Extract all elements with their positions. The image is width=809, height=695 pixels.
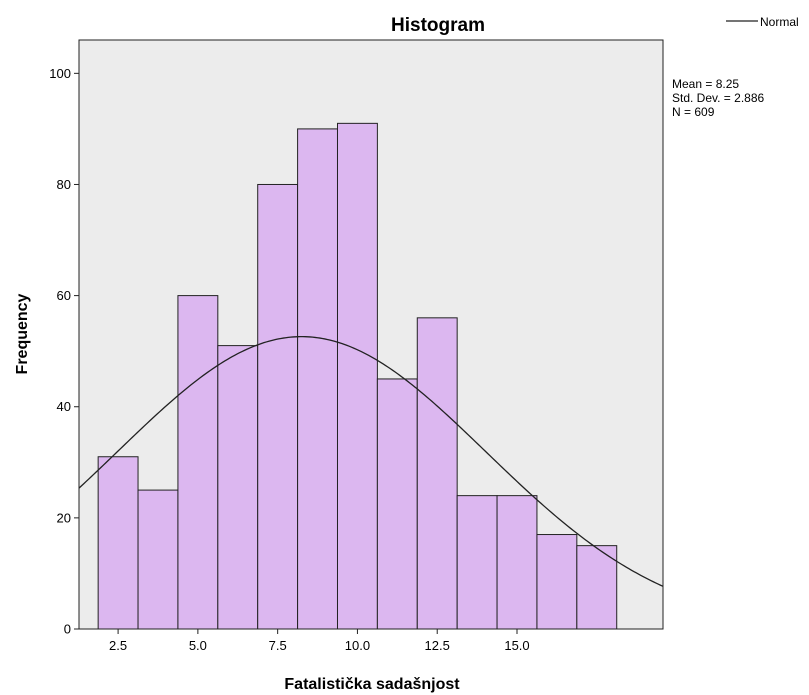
chart-title: Histogram: [391, 15, 485, 36]
histogram-bars: [97, 122, 618, 630]
histogram-bar: [416, 317, 458, 630]
histogram-bar: [376, 378, 418, 630]
histogram-bar: [336, 122, 378, 630]
x-tick-label: 7.5: [269, 638, 287, 653]
histogram-bar: [496, 495, 538, 630]
y-tick-label: 20: [57, 510, 71, 525]
legend-normal-label: Normal: [760, 15, 799, 29]
histogram-bar: [177, 295, 219, 630]
histogram-bar: [97, 456, 139, 630]
x-axis-label: Fatalistička sadašnjost: [284, 676, 460, 693]
histogram-bar: [456, 495, 498, 630]
x-tick-label: 2.5: [109, 638, 127, 653]
x-tick-label: 10.0: [345, 638, 370, 653]
histogram-bar: [297, 128, 338, 630]
histogram-bar: [536, 534, 578, 630]
histogram-bar: [217, 345, 259, 630]
normal-curve: [78, 335, 664, 587]
stats-box: Mean = 8.25 Std. Dev. = 2.886 N = 609: [672, 77, 764, 119]
x-tick-label: 15.0: [504, 638, 529, 653]
histogram-bar: [257, 183, 299, 630]
x-axis: 2.5 5.0 7.5 10.0 12.5 15.0: [109, 629, 530, 653]
y-tick-label: 80: [57, 177, 71, 192]
y-tick-label: 40: [57, 399, 71, 414]
plot-frame: [78, 39, 664, 630]
stat-std-dev: Std. Dev. = 2.886: [672, 91, 764, 105]
y-tick-label: 0: [64, 622, 71, 637]
y-axis-label: Frequency: [14, 293, 31, 374]
y-tick-label: 60: [57, 288, 71, 303]
y-axis: 0 20 40 60 80 100: [49, 66, 79, 637]
stat-mean: Mean = 8.25: [672, 77, 739, 91]
legend: Normal: [726, 15, 799, 29]
histogram-bar: [137, 489, 179, 630]
x-tick-label: 12.5: [425, 638, 450, 653]
y-tick-label: 100: [49, 66, 71, 81]
x-tick-label: 5.0: [189, 638, 207, 653]
stat-n: N = 609: [672, 105, 715, 119]
